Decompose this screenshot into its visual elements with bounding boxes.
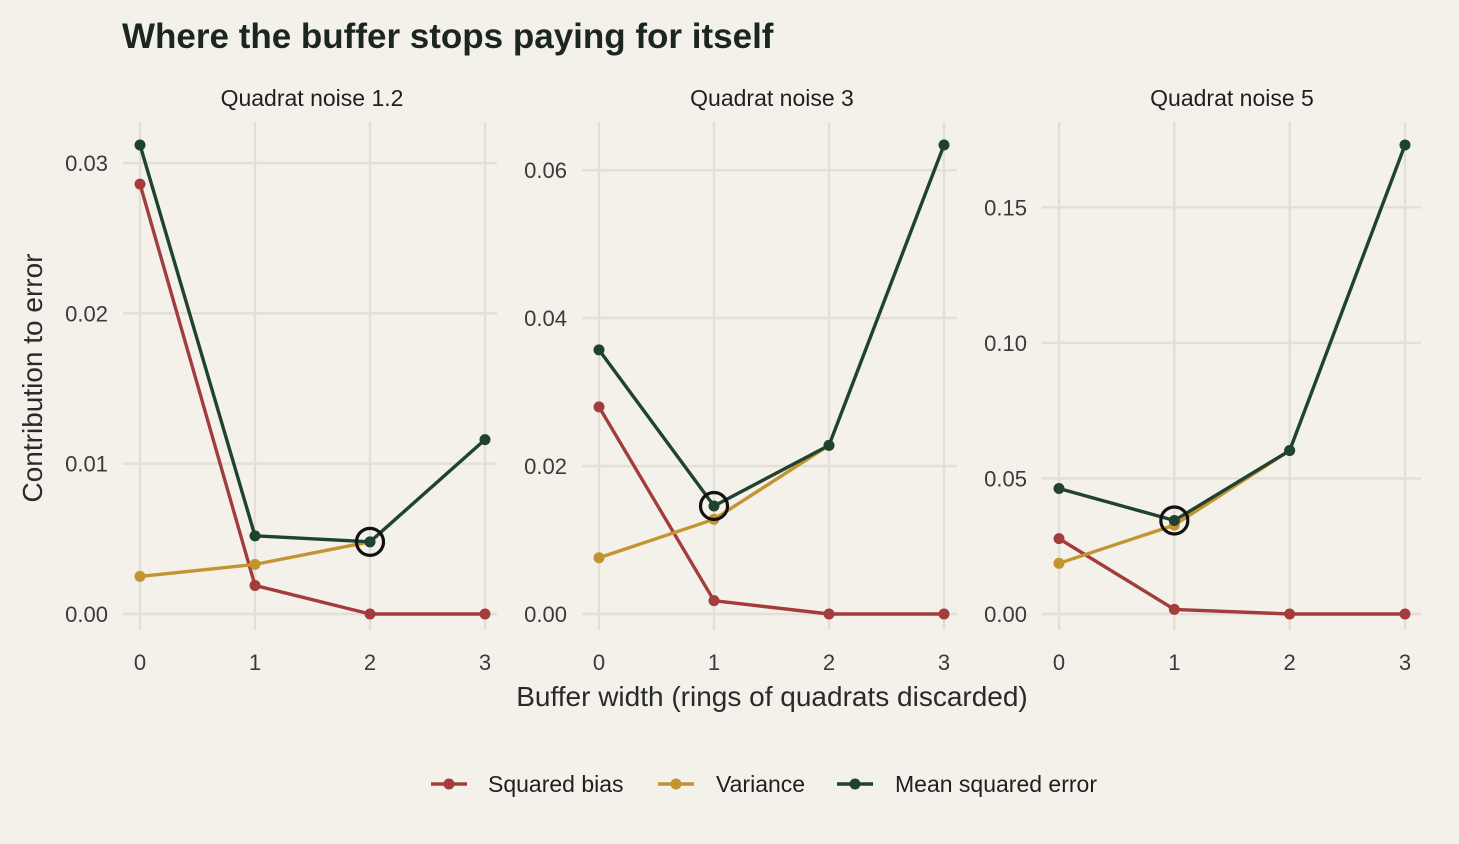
point-squared-bias <box>823 608 835 620</box>
series-line-mean-squared-error <box>1058 144 1407 523</box>
x-tick-label: 3 <box>479 650 491 675</box>
optimum-marker <box>1159 505 1190 536</box>
legend-item-mean-squared-error: Mean squared error <box>837 771 1097 797</box>
legend-label: Squared bias <box>488 771 624 797</box>
x-tick-label: 2 <box>823 650 835 675</box>
chart-title: Where the buffer stops paying for itself <box>122 17 774 56</box>
point-squared-bias <box>1399 608 1411 620</box>
optimum-marker <box>698 490 730 522</box>
x-tick-label: 0 <box>134 650 146 675</box>
series-line-squared-bias <box>138 183 485 616</box>
legend-key-point <box>849 778 861 790</box>
point-mean-squared-error <box>134 139 146 151</box>
panel-3: 0.00 0.05 0.10 0.15 0 1 2 3 Quadrat noise 5 <box>984 85 1421 675</box>
y-tick-label: 0.02 <box>65 301 108 326</box>
x-tick-label: 2 <box>1284 650 1296 675</box>
point-squared-bias <box>479 608 491 620</box>
x-tick-label: 1 <box>708 650 720 675</box>
y-tick-label: 0.06 <box>524 158 567 183</box>
point-mean-squared-error <box>364 536 376 548</box>
y-tick-label: 0.05 <box>984 466 1027 491</box>
series-line-mean-squared-error <box>597 144 946 508</box>
y-tick-label: 0.03 <box>65 151 108 176</box>
y-tick-label: 0.02 <box>524 454 567 479</box>
point-mean-squared-error <box>593 344 605 356</box>
panel-strip-label: Quadrat noise 1.2 <box>221 85 404 111</box>
series-line-squared-bias <box>1058 537 1405 616</box>
x-axis-title: Buffer width (rings of quadrats discarde… <box>516 681 1028 712</box>
legend-item-variance: Variance <box>658 771 805 797</box>
y-tick-label: 0.01 <box>65 452 108 477</box>
point-mean-squared-error <box>1053 482 1065 494</box>
point-mean-squared-error <box>1399 139 1411 151</box>
x-tick-label: 2 <box>364 650 376 675</box>
x-tick-label: 3 <box>1399 650 1411 675</box>
x-tick-label: 0 <box>1053 650 1065 675</box>
x-tick-label: 1 <box>249 650 261 675</box>
legend-item-squared-bias: Squared bias <box>431 771 624 797</box>
legend-label: Variance <box>716 771 805 797</box>
y-tick-label: 0.00 <box>65 602 108 627</box>
point-variance <box>249 558 261 570</box>
y-tick-label: 0.00 <box>984 602 1027 627</box>
point-squared-bias <box>1053 533 1065 545</box>
point-squared-bias <box>708 595 720 607</box>
y-tick-label: 0.10 <box>984 331 1027 356</box>
point-variance <box>1053 557 1065 569</box>
panel-2: 0.00 0.02 0.04 0.06 0 1 2 3 Quadrat noise 3 <box>524 85 957 675</box>
series-line-squared-bias <box>597 406 944 616</box>
y-tick-label: 0.15 <box>984 195 1027 220</box>
point-squared-bias <box>938 608 950 620</box>
point-variance <box>134 570 146 582</box>
panel-strip-label: Quadrat noise 3 <box>690 85 854 111</box>
series-line-mean-squared-error <box>138 144 487 544</box>
y-axis-title: Contribution to error <box>17 253 48 502</box>
point-squared-bias <box>1168 603 1180 615</box>
point-squared-bias <box>249 579 261 591</box>
panel-strip-label: Quadrat noise 5 <box>1150 85 1314 111</box>
point-squared-bias <box>364 608 376 620</box>
panel-1: 0.00 0.01 0.02 0.03 0 1 2 3 Quadrat noise 1.2 <box>65 85 497 675</box>
legend-label: Mean squared error <box>895 771 1097 797</box>
point-squared-bias <box>593 401 605 413</box>
y-tick-label: 0.04 <box>524 306 567 331</box>
point-mean-squared-error <box>1168 514 1180 526</box>
point-mean-squared-error <box>708 500 720 512</box>
x-tick-label: 3 <box>938 650 950 675</box>
x-tick-label: 0 <box>593 650 605 675</box>
x-tick-label: 1 <box>1168 650 1180 675</box>
point-squared-bias <box>134 178 146 190</box>
optimum-marker <box>354 526 386 557</box>
point-squared-bias <box>1284 608 1296 620</box>
legend: Squared bias Variance Mean squared error <box>431 771 1097 797</box>
point-mean-squared-error <box>249 530 261 542</box>
point-mean-squared-error <box>1284 445 1296 457</box>
point-mean-squared-error <box>479 434 491 446</box>
legend-key-point <box>670 778 682 790</box>
legend-key-point <box>443 778 455 790</box>
y-tick-label: 0.00 <box>524 602 567 627</box>
point-variance <box>593 552 605 564</box>
point-mean-squared-error <box>938 139 950 151</box>
point-mean-squared-error <box>823 439 835 451</box>
